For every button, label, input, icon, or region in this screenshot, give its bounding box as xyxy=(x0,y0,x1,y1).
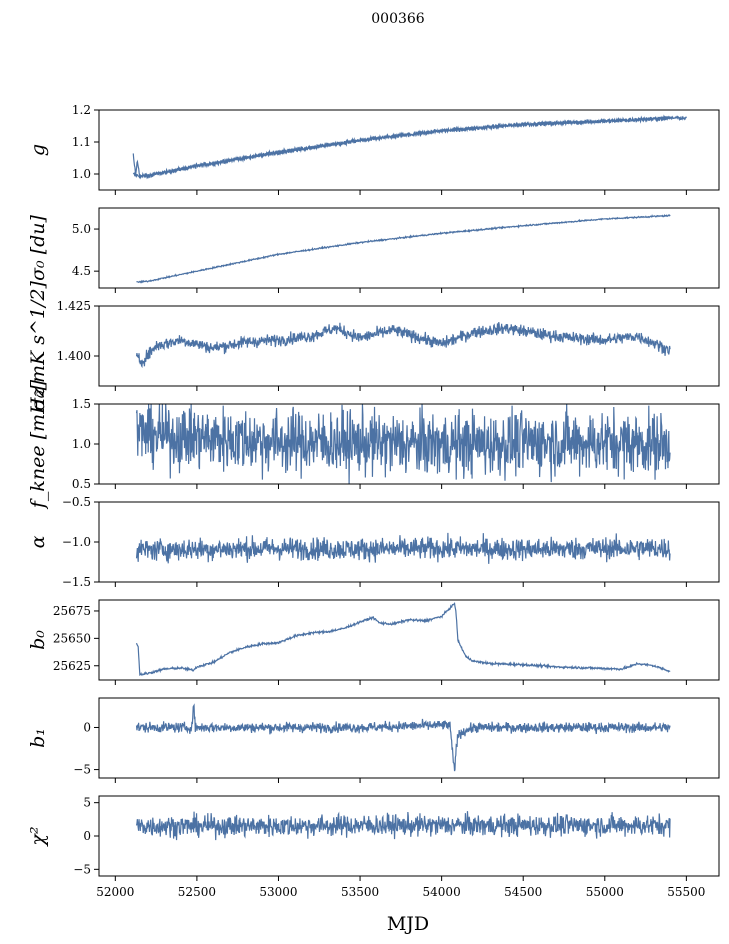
y-tick-label-sigma0_du: 4.5 xyxy=(72,264,91,278)
y-tick-label-alpha: −1.0 xyxy=(62,535,91,549)
panel-sigma0_du: 4.5 5.0 σ₀ [du] xyxy=(27,208,719,293)
y-tick-label-alpha: −1.5 xyxy=(62,575,91,589)
y-tick-label-b0: 25625 xyxy=(53,659,91,673)
y-tick-label-sigma0_mk: 1.425 xyxy=(57,299,91,313)
y-axis-label-chi2: χ² xyxy=(27,826,49,847)
y-axis-label-fknee: f_knee [mHz] xyxy=(27,379,49,510)
y-tick-label-b0: 25650 xyxy=(53,631,91,645)
y-tick-label-fknee: 1.0 xyxy=(72,437,91,451)
y-axis-label-alpha: α xyxy=(27,535,49,548)
panel-chi2: −5 0 5 52000 52500 53000 53500 54000 54500 55000 5… xyxy=(27,796,719,899)
x-tick-label: 54500 xyxy=(504,885,542,899)
y-axis-label-sigma0_du: σ₀ [du] xyxy=(27,214,49,280)
panel-b1: −5 0 b₁ xyxy=(27,698,719,783)
y-tick-label-fknee: 0.5 xyxy=(72,477,91,491)
panel-frame-chi2 xyxy=(99,796,719,876)
y-axis-label-b1: b₁ xyxy=(27,728,49,748)
series-line-b1-0 xyxy=(137,705,671,771)
y-tick-label-chi2: −5 xyxy=(73,862,91,876)
y-tick-label-chi2: 0 xyxy=(83,829,91,843)
y-tick-label-b1: 0 xyxy=(83,720,91,734)
series-line-fknee-0 xyxy=(137,404,671,484)
y-tick-label-g: 1.0 xyxy=(72,167,91,181)
figure-title: 000366 xyxy=(371,11,425,27)
y-tick-label-chi2: 5 xyxy=(83,796,91,810)
y-tick-label-g: 1.2 xyxy=(72,103,91,117)
panel-b0: 25625 25650 25675 b₀ xyxy=(27,600,719,685)
series-line-chi2-0 xyxy=(137,811,671,840)
series-line-alpha-0 xyxy=(137,533,671,564)
y-tick-label-b1: −5 xyxy=(73,763,91,777)
y-tick-label-sigma0_du: 5.0 xyxy=(72,222,91,236)
y-tick-label-g: 1.1 xyxy=(72,135,91,149)
series-line-b0-0 xyxy=(137,603,671,675)
panel-frame-sigma0_du xyxy=(99,208,719,288)
x-tick-label: 53000 xyxy=(259,885,297,899)
series-line-sigma0_mk-0 xyxy=(137,322,671,366)
x-tick-label: 52500 xyxy=(178,885,216,899)
panel-alpha: −1.5 −1.0 −0.5 α xyxy=(27,495,719,589)
series-line-g-1 xyxy=(133,116,686,178)
y-axis-label-b0: b₀ xyxy=(27,630,49,650)
y-tick-label-alpha: −0.5 xyxy=(62,495,91,509)
y-axis-label-g: g xyxy=(27,144,49,156)
x-tick-label: 55000 xyxy=(586,885,624,899)
panel-fknee: 0.5 1.0 1.5 f_knee [mHz] xyxy=(27,379,719,510)
x-tick-label: 53500 xyxy=(341,885,379,899)
y-tick-label-fknee: 1.5 xyxy=(72,397,91,411)
x-tick-label: 54000 xyxy=(423,885,461,899)
series-line-g-0 xyxy=(133,117,670,178)
x-tick-label: 55500 xyxy=(667,885,705,899)
panel-frame-g xyxy=(99,110,719,190)
y-tick-label-b0: 25675 xyxy=(53,604,91,618)
series-line-sigma0_du-0 xyxy=(137,215,671,282)
panel-frame-b1 xyxy=(99,698,719,778)
panel-g: 1.0 1.1 1.2 g xyxy=(27,103,719,195)
x-tick-label: 52000 xyxy=(96,885,134,899)
x-axis-label: MJD xyxy=(387,913,429,935)
y-tick-label-sigma0_mk: 1.400 xyxy=(57,349,91,363)
